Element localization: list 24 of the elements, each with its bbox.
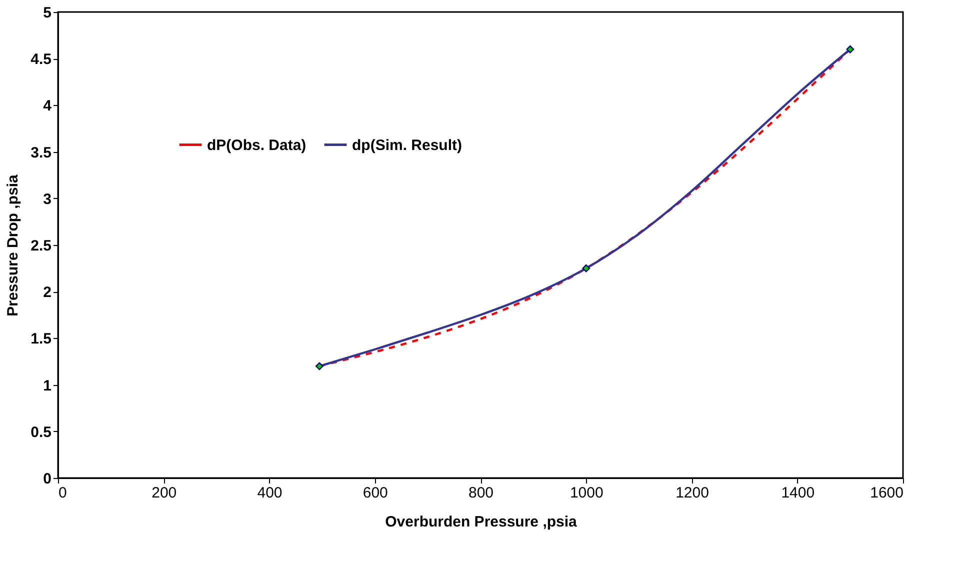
y-tick-label: 2 [43,284,52,302]
x-tick-label: 600 [362,484,388,502]
y-tick-label: 5 [43,4,52,22]
legend-label: dP(Obs. Data) [207,136,306,154]
x-tick-label: 200 [152,484,177,502]
x-tick-label: 1400 [781,484,815,502]
x-tick-label: 1200 [676,484,709,502]
x-tick-label: 800 [468,484,494,502]
y-tick-label: 3 [43,190,52,208]
y-tick-label: 4.5 [30,51,52,68]
legend-label: dp(Sim. Result) [352,136,462,154]
y-tick-label: 1.5 [30,330,52,348]
x-tick-label: 1000 [570,484,604,502]
y-tick-label: 0.5 [30,424,52,441]
x-tick-label: 400 [257,484,282,502]
y-tick-label: 4 [43,98,52,115]
x-tick-label: 0 [58,484,67,502]
y-axis-title: Pressure Drop ,psia [4,174,22,316]
y-tick-label: 1 [43,377,52,394]
y-tick-label: 3.5 [30,144,52,162]
x-tick-label: 1600 [870,484,904,502]
y-tick-label: 0 [43,470,52,488]
x-axis-title: Overburden Pressure ,psia [385,514,578,530]
y-tick-label: 2.5 [30,238,52,254]
